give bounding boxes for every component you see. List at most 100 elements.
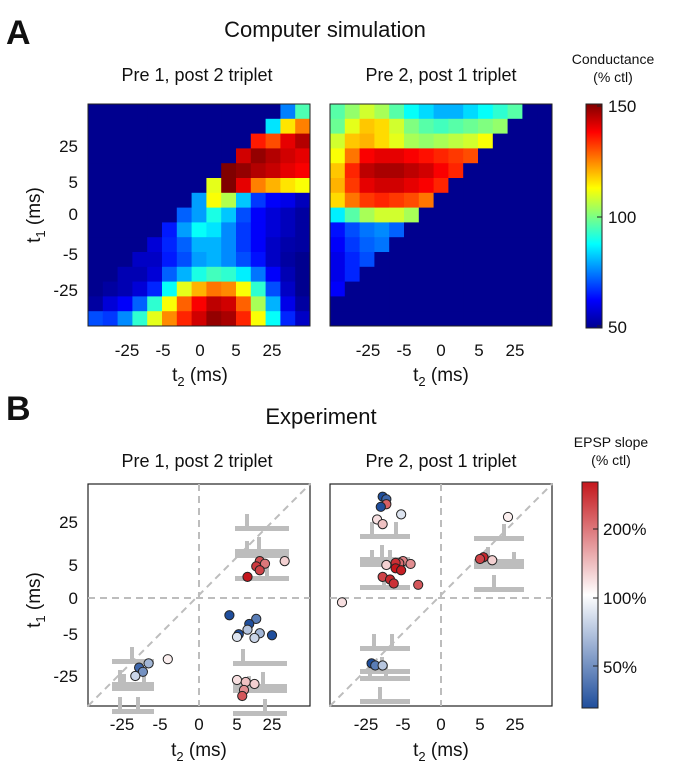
heatmap-cell (404, 237, 420, 253)
heatmap-cell (374, 252, 390, 268)
colorbar-tick-label: 100% (603, 589, 646, 608)
heatmap-cell (389, 178, 405, 194)
heatmap-cell (147, 104, 163, 120)
heatmap-cell (280, 178, 296, 194)
heatmap-cell (389, 163, 405, 179)
heatmap-cell (191, 118, 207, 134)
heatmap-cell (448, 163, 464, 179)
heatmap-cell (265, 133, 281, 149)
heatmap-cell (147, 266, 163, 282)
heatmap-cell (176, 311, 192, 327)
heatmap-cell (478, 163, 494, 179)
heatmap-frame (87, 103, 311, 327)
scatter-point (224, 610, 235, 621)
triplet-spike (263, 699, 267, 713)
heatmap-cell (117, 266, 133, 282)
heatmap-cell (344, 237, 360, 253)
triplet-baseline (360, 699, 410, 704)
heatmap-cell (206, 163, 222, 179)
heatmap-cell (374, 163, 390, 179)
heatmap-cell (132, 281, 148, 297)
heatmap-cell (344, 163, 360, 179)
heatmap-cell (280, 104, 296, 120)
heatmap-cell (221, 118, 237, 134)
heatmap-cell (463, 163, 479, 179)
triplet-baseline (235, 553, 289, 558)
triplet-spike (380, 545, 384, 559)
heatmap-cell (236, 237, 252, 253)
heatmap-cell (404, 192, 420, 208)
heatmap-cell (147, 281, 163, 297)
heatmap-cell (117, 311, 133, 327)
ytick-label: 0 (69, 205, 78, 224)
heatmap-cell (418, 163, 434, 179)
heatmap-cell (295, 133, 311, 149)
heatmap-cell (295, 222, 311, 238)
heatmap-cell (162, 178, 178, 194)
triplet-spike (257, 537, 261, 551)
heatmap-cell (206, 252, 222, 268)
triplet-baseline (360, 676, 410, 681)
heatmap-cell (478, 207, 494, 223)
heatmap-cell (147, 296, 163, 312)
heatmap-cell (389, 133, 405, 149)
heatmap-cell (176, 296, 192, 312)
heatmap-cell (132, 311, 148, 327)
heatmap-cell (507, 222, 523, 238)
heatmap-cell (537, 266, 553, 282)
heatmap-cell (389, 207, 405, 223)
heatmap-cell (265, 281, 281, 297)
triplet-baseline (474, 559, 524, 564)
heatmap-cell (176, 163, 192, 179)
heatmap-cell (102, 252, 118, 268)
heatmap-cell (236, 296, 252, 312)
heatmap-cell (236, 222, 252, 238)
heatmap-cell (117, 222, 133, 238)
heatmap-cell (359, 192, 375, 208)
heatmap-cell (492, 133, 508, 149)
heatmap-cell (344, 281, 360, 297)
heatmap-cell (265, 178, 281, 194)
heatmap-cell (344, 207, 360, 223)
heatmap-cell (132, 148, 148, 164)
xtick-label: 5 (474, 341, 483, 360)
heatmap-cell (359, 281, 375, 297)
heatmap-cell (147, 192, 163, 208)
panel-a-title: Computer simulation (224, 17, 426, 42)
xtick-label: 0 (194, 715, 203, 734)
heatmap-cell (147, 311, 163, 327)
heatmap-cell (463, 207, 479, 223)
heatmap-cell (448, 192, 464, 208)
heatmap-cell (206, 281, 222, 297)
heatmap-cell (191, 252, 207, 268)
heatmap-cell (147, 237, 163, 253)
scatter-point (375, 501, 386, 512)
heatmap-cell (478, 237, 494, 253)
heatmap-cell (537, 163, 553, 179)
heatmap-cell (295, 163, 311, 179)
heatmap-cell (389, 266, 405, 282)
svg-text:t1 (ms): t1 (ms) (24, 572, 48, 628)
scatter-right-points (336, 491, 514, 671)
heatmap-cell (448, 296, 464, 312)
heatmap-cell (463, 148, 479, 164)
heatmap-cell (433, 296, 449, 312)
heatmap-cell (507, 192, 523, 208)
scatter-point (405, 558, 416, 570)
heatmap-cell (478, 311, 494, 327)
heatmap-cell (162, 118, 178, 134)
panel-a-left-xlabel: t2 (ms) (172, 365, 228, 389)
heatmap-cell (265, 104, 281, 120)
panel-a-letter: A (6, 14, 31, 52)
xtick-label: 5 (232, 715, 241, 734)
heatmap-cell (448, 222, 464, 238)
triplet-spike (245, 514, 249, 528)
heatmap-cell (132, 118, 148, 134)
heatmap-cell (433, 266, 449, 282)
heatmap-cell (250, 148, 266, 164)
heatmap-cell (433, 192, 449, 208)
ytick-label: 0 (69, 589, 78, 608)
heatmap-cell (265, 266, 281, 282)
heatmap-cell (522, 296, 538, 312)
heatmap-cell (507, 207, 523, 223)
